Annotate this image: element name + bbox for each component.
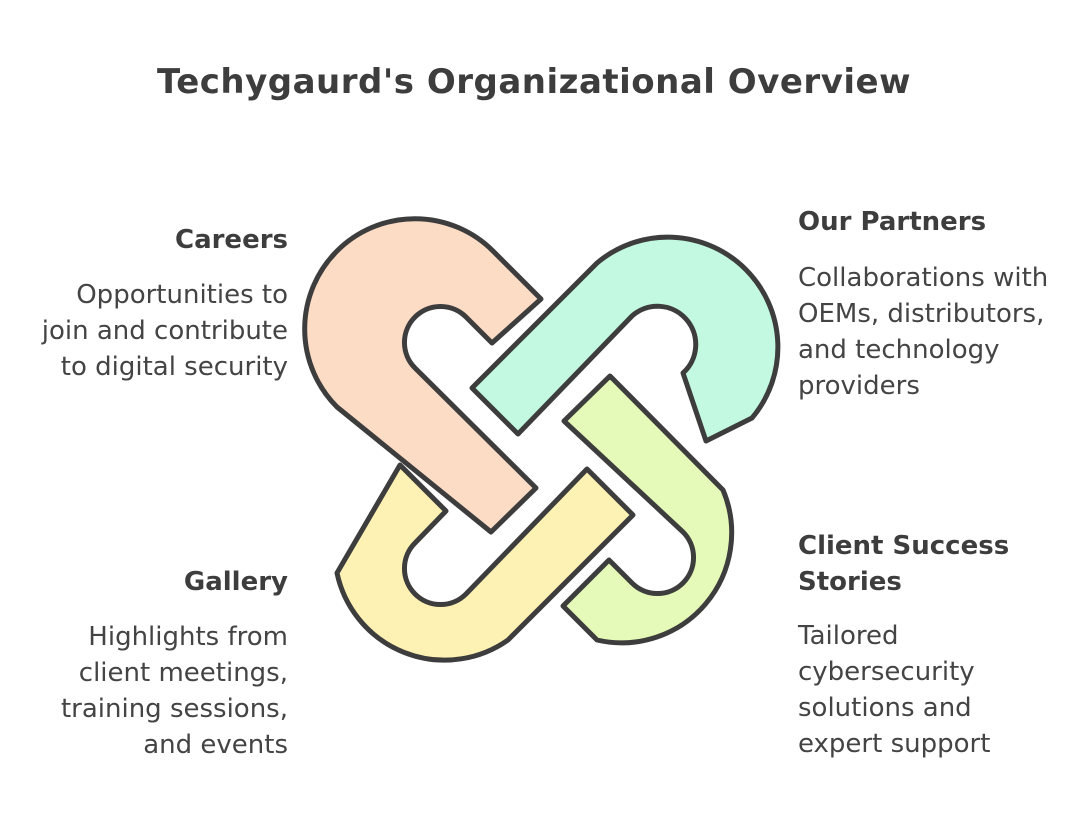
gallery-description: Highlights from client meetings, trainin… [60, 622, 288, 760]
careers-knot-piece [302, 216, 544, 535]
clients-section: Client Success Stories Tailored cybersec… [798, 528, 1060, 762]
partners-section: Our Partners Collaborations with OEMs, d… [798, 204, 1060, 404]
page-title: Techygaurd's Organizational Overview [157, 62, 911, 102]
gallery-knot-piece [334, 462, 636, 663]
careers-description: Opportunities to join and contribute to … [41, 280, 288, 382]
gallery-heading: Gallery [183, 567, 288, 597]
partners-description: Collaborations with OEMs, distributors, … [798, 263, 1049, 401]
clients-knot-piece [560, 373, 735, 646]
careers-section: Careers Opportunities to join and contri… [30, 222, 288, 385]
careers-heading: Careers [174, 225, 288, 255]
clients-description: Tailored cybersecurity solutions and exp… [798, 621, 991, 759]
clients-heading: Client Success Stories [798, 531, 1010, 597]
partners-knot-piece [469, 234, 781, 444]
gallery-section: Gallery Highlights from client meetings,… [30, 564, 288, 763]
partners-heading: Our Partners [798, 207, 987, 237]
